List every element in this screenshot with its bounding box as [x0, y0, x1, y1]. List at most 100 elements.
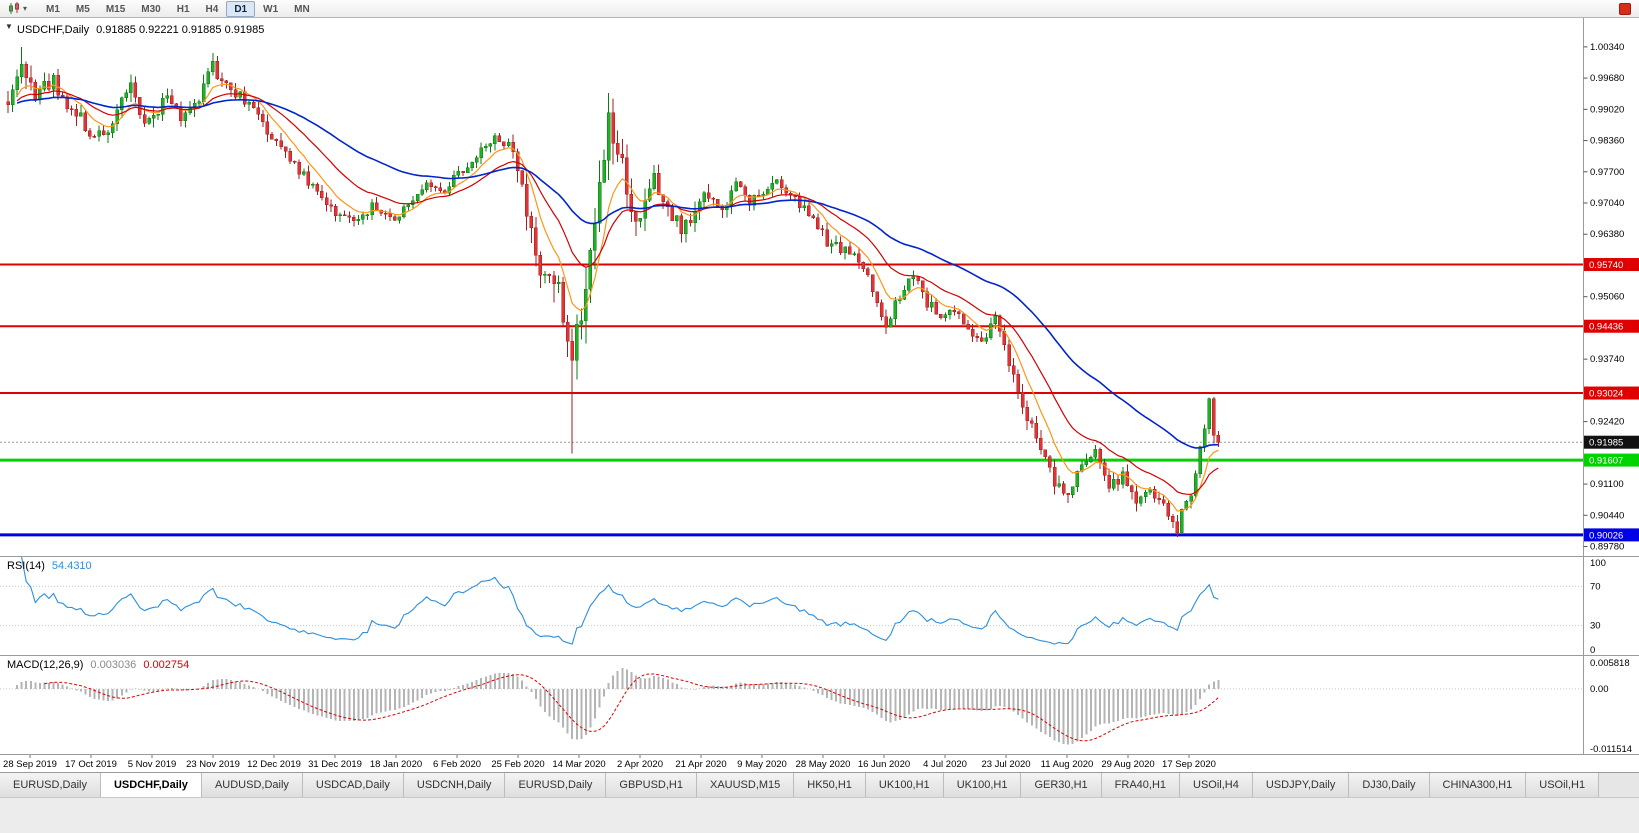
chart-tab-CHINA300-H1[interactable]: CHINA300,H1	[1429, 773, 1527, 797]
chart-type-icon[interactable]: ▾	[4, 1, 30, 17]
ma-line-50	[16, 96, 1219, 449]
svg-text:31 Dec 2019: 31 Dec 2019	[308, 759, 362, 770]
ohlc-values: 0.91885 0.92221 0.91885 0.91985	[96, 24, 265, 36]
svg-text:0.97040: 0.97040	[1590, 198, 1624, 209]
axis-badge-0.95740	[1584, 258, 1639, 272]
chart-tab-UK100-H1[interactable]: UK100,H1	[865, 773, 944, 797]
chart-tab-EURUSD-Daily[interactable]: EURUSD,Daily	[505, 773, 607, 797]
svg-text:0.00: 0.00	[1590, 684, 1609, 695]
macd-header: MACD(12,26,9) 0.003036 0.002754	[7, 659, 189, 671]
chart-tab-USDJPY-Daily[interactable]: USDJPY,Daily	[1252, 773, 1350, 797]
svg-text:23 Jul 2020: 23 Jul 2020	[981, 759, 1030, 770]
macd-main-value: 0.003036	[90, 659, 137, 671]
timeframe-button-MN[interactable]: MN	[294, 3, 310, 15]
ma-line-20	[16, 90, 1219, 496]
svg-text:4 Jul 2020: 4 Jul 2020	[923, 759, 967, 770]
chart-tab-FRA40-H1[interactable]: FRA40,H1	[1101, 773, 1181, 797]
timeframe-button-M1[interactable]: M1	[46, 3, 60, 15]
top-toolbar: ▾ M1 M5 M15 M30 H1 H4 D1 W1 MN	[0, 0, 1639, 18]
chart-tab-USOil-H4[interactable]: USOil,H4	[1180, 773, 1253, 797]
svg-text:23 Nov 2019: 23 Nov 2019	[186, 759, 240, 770]
macd-label: MACD(12,26,9)	[7, 659, 84, 671]
svg-text:18 Jan 2020: 18 Jan 2020	[370, 759, 422, 770]
svg-text:0.99680: 0.99680	[1590, 73, 1624, 84]
svg-text:30: 30	[1590, 621, 1601, 632]
svg-text:0.90440: 0.90440	[1590, 510, 1624, 521]
svg-text:28 May 2020: 28 May 2020	[796, 759, 851, 770]
timeframe-selector: M1 M5 M15 M30 H1 H4 D1 W1 MN	[38, 0, 318, 17]
svg-text:0.94436: 0.94436	[1589, 322, 1623, 333]
svg-text:0.92420: 0.92420	[1590, 417, 1624, 428]
axis-badge-0.91985	[1584, 435, 1639, 449]
svg-text:0.89780: 0.89780	[1590, 542, 1624, 553]
axis-badge-0.91607	[1584, 453, 1639, 467]
macd-signal-value: 0.002754	[143, 659, 190, 671]
svg-text:12 Dec 2019: 12 Dec 2019	[247, 759, 301, 770]
symbol-timeframe-label: USDCHF,Daily	[17, 24, 90, 36]
svg-text:0.93024: 0.93024	[1589, 389, 1623, 400]
dropdown-caret-icon: ▾	[23, 4, 28, 13]
svg-text:0.90026: 0.90026	[1589, 530, 1623, 541]
svg-text:0.91100: 0.91100	[1590, 479, 1624, 490]
chart-tab-GBPUSD-H1[interactable]: GBPUSD,H1	[606, 773, 697, 797]
timeframe-button-M15[interactable]: M15	[105, 3, 126, 15]
chart-tab-XAUUSD-M15[interactable]: XAUUSD,M15	[696, 773, 795, 797]
svg-text:21 Apr 2020: 21 Apr 2020	[675, 759, 726, 770]
chart-tab-EURUSD-Daily[interactable]: EURUSD,Daily	[0, 773, 101, 797]
axis-badge-0.90026	[1584, 528, 1639, 542]
timeframe-button-H4[interactable]: H4	[205, 3, 219, 15]
svg-text:0.005818: 0.005818	[1590, 658, 1630, 669]
svg-text:16 Jun 2020: 16 Jun 2020	[858, 759, 910, 770]
timeframe-button-M5[interactable]: M5	[75, 3, 90, 15]
chart-tab-AUDUSD-Daily[interactable]: AUDUSD,Daily	[201, 773, 303, 797]
svg-text:0.95740: 0.95740	[1589, 260, 1623, 271]
svg-text:29 Aug 2020: 29 Aug 2020	[1101, 759, 1154, 770]
chart-canvas[interactable]: 1.00340 0.99680 0.99020 0.98360 0.97700 0.970…	[0, 18, 1639, 772]
chart-tab-GER30-H1[interactable]: GER30,H1	[1021, 773, 1102, 797]
timeframe-button-D1[interactable]: D1	[226, 0, 256, 17]
svg-text:17 Oct 2019: 17 Oct 2019	[65, 759, 117, 770]
svg-text:0.91607: 0.91607	[1589, 456, 1623, 467]
svg-text:0.98360: 0.98360	[1590, 136, 1624, 147]
axis-badge-0.93024	[1584, 386, 1639, 400]
svg-text:0.99020: 0.99020	[1590, 104, 1624, 115]
chart-tab-UK100-H1[interactable]: UK100,H1	[943, 773, 1022, 797]
ma-line-8	[16, 83, 1219, 512]
svg-text:11 Aug 2020: 11 Aug 2020	[1041, 759, 1094, 770]
svg-text:2 Apr 2020: 2 Apr 2020	[617, 759, 663, 770]
chart-tab-USDCAD-Daily[interactable]: USDCAD,Daily	[302, 773, 404, 797]
chart-tab-USOil-H1[interactable]: USOil,H1	[1526, 773, 1600, 797]
chart-tab-USDCHF-Daily[interactable]: USDCHF,Daily	[100, 773, 202, 797]
svg-text:25 Feb 2020: 25 Feb 2020	[491, 759, 544, 770]
rsi-label: RSI(14)	[7, 560, 45, 572]
svg-text:14 Mar 2020: 14 Mar 2020	[552, 759, 605, 770]
rsi-value: 54.4310	[51, 560, 92, 572]
svg-text:17 Sep 2020: 17 Sep 2020	[1162, 759, 1216, 770]
svg-text:0.91985: 0.91985	[1589, 438, 1623, 449]
svg-text:0.95060: 0.95060	[1590, 292, 1624, 303]
svg-text:28 Sep 2019: 28 Sep 2019	[3, 759, 57, 770]
rsi-header: RSI(14) 54.4310	[7, 560, 92, 572]
chart-tab-USDCNH-Daily[interactable]: USDCNH,Daily	[403, 773, 506, 797]
collapse-arrow-icon[interactable]: ▼	[5, 22, 13, 31]
svg-text:1.00340: 1.00340	[1590, 42, 1624, 53]
app-red-badge-icon[interactable]	[1619, 2, 1631, 15]
svg-text:70: 70	[1590, 581, 1601, 592]
chart-tab-DJ30-Daily[interactable]: DJ30,Daily	[1349, 773, 1430, 797]
svg-text:0.96380: 0.96380	[1590, 229, 1624, 240]
chart-tabs-bar: EURUSD,Daily USDCHF,Daily AUDUSD,Daily USDC…	[0, 772, 1639, 797]
svg-text:0: 0	[1590, 645, 1595, 656]
macd-signal-line	[44, 673, 1219, 742]
timeframe-button-W1[interactable]: W1	[263, 3, 279, 15]
svg-text:-0.011514: -0.011514	[1590, 744, 1632, 755]
svg-text:0.93740: 0.93740	[1590, 354, 1624, 365]
svg-text:100: 100	[1590, 558, 1606, 569]
status-strip	[0, 797, 1639, 833]
timeframe-button-H1[interactable]: H1	[176, 3, 190, 15]
rsi-line	[21, 556, 1219, 645]
candlestick-chart-icon	[9, 2, 19, 14]
chart-tab-HK50-H1[interactable]: HK50,H1	[794, 773, 866, 797]
svg-text:9 May 2020: 9 May 2020	[737, 759, 787, 770]
timeframe-button-M30[interactable]: M30	[141, 3, 161, 15]
axis-badge-0.94436	[1584, 319, 1639, 333]
